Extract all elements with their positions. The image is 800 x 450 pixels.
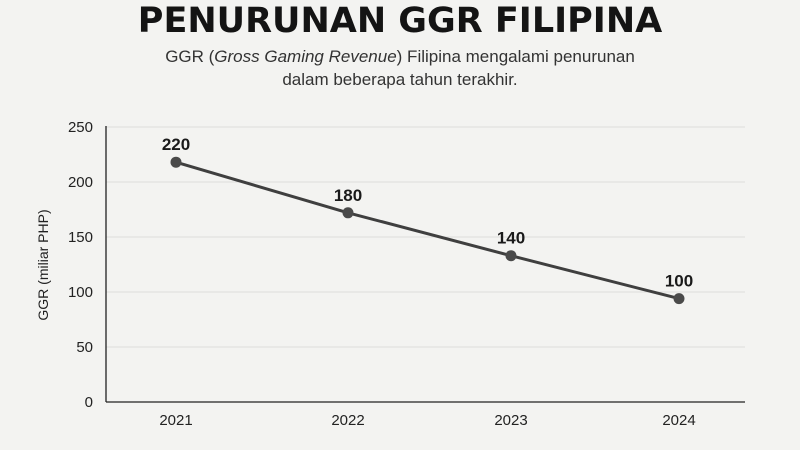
subtitle-line-1: GGR (Gross Gaming Revenue) Filipina meng… <box>100 45 700 68</box>
line-segment <box>346 211 513 258</box>
subtitle-italic-term: Gross Gaming Revenue <box>214 47 397 66</box>
data-label: 180 <box>334 186 362 205</box>
subtitle-line-2: dalam beberapa tahun terakhir. <box>282 70 518 89</box>
y-tick-label: 250 <box>68 119 93 136</box>
x-tick-label: 2021 <box>159 412 192 429</box>
axes <box>105 126 745 403</box>
data-point-2024 <box>673 293 685 305</box>
y-tick-label: 100 <box>68 284 93 301</box>
chart-subtitle: GGR (Gross Gaming Revenue) Filipina meng… <box>100 45 700 91</box>
y-tick-label: 200 <box>68 174 93 191</box>
data-point-2021 <box>170 156 182 168</box>
y-tick-label: 150 <box>68 229 93 246</box>
subtitle-prefix: GGR ( <box>165 47 215 66</box>
subtitle-suffix: ) Filipina mengalami penurunan <box>396 47 635 66</box>
data-point-2022 <box>342 207 354 219</box>
x-tick-label: 2024 <box>662 412 695 429</box>
data-point-2023 <box>505 250 517 262</box>
line-segment <box>174 160 350 215</box>
series-ggr <box>170 156 685 305</box>
y-tick-labels: 0 50 100 150 200 250 <box>68 119 93 411</box>
chart-title: PENURUNAN GGR FILIPINA <box>137 1 663 41</box>
data-labels: 220 180 140 100 <box>162 135 693 290</box>
x-tick-labels: 2021 2022 2023 2024 <box>159 412 695 429</box>
y-axis-label: GGR (miliar PHP) <box>35 209 51 320</box>
line-segment <box>509 254 681 301</box>
data-label: 220 <box>162 135 190 154</box>
y-tick-label: 50 <box>76 339 93 356</box>
data-label: 140 <box>497 229 525 248</box>
y-tick-label: 0 <box>85 394 93 411</box>
gridlines <box>106 126 745 348</box>
x-tick-label: 2023 <box>494 412 527 429</box>
x-tick-label: 2022 <box>331 412 364 429</box>
data-label: 100 <box>665 272 693 291</box>
